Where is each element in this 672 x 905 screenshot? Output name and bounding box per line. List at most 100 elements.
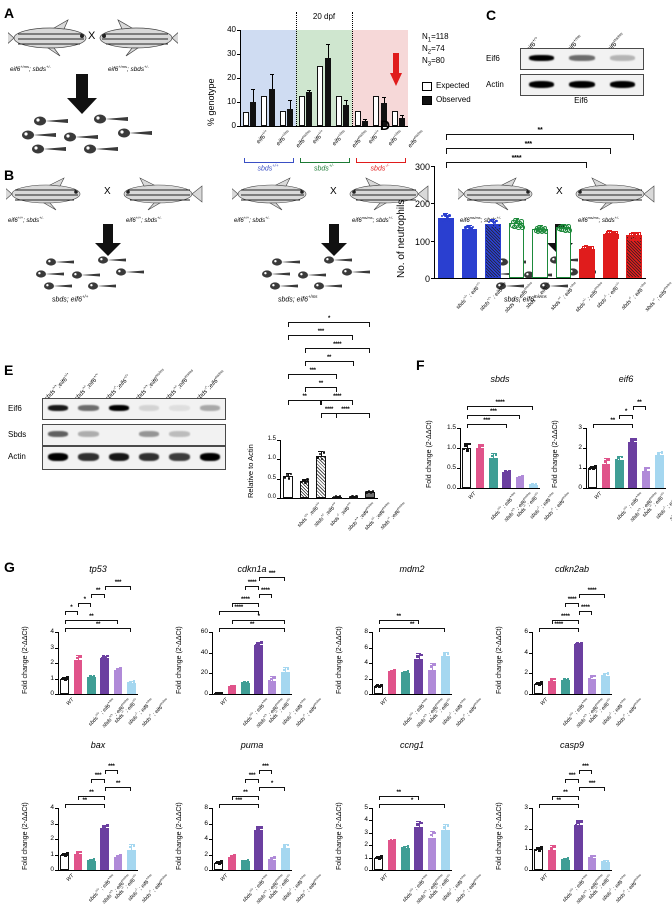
data-point	[415, 827, 418, 830]
data-point	[407, 845, 410, 848]
bar	[628, 442, 637, 488]
x-axis	[434, 278, 646, 279]
y-tick-label: 2	[340, 675, 368, 682]
y-tickmark	[209, 870, 212, 871]
significance-bracket	[65, 628, 132, 632]
x-axis	[58, 694, 138, 695]
significance-label: ****	[305, 342, 370, 348]
bar	[626, 235, 642, 278]
significance-label: ***	[245, 773, 258, 779]
y-axis-label: Fold change (2-ΔΔCt)	[336, 802, 343, 870]
data-point	[220, 860, 223, 863]
x-axis-label: WT	[467, 491, 477, 501]
y-tickmark	[209, 824, 212, 825]
data-point	[104, 657, 107, 660]
data-point	[416, 655, 419, 658]
significance-label: *	[78, 597, 91, 603]
data-point	[476, 448, 479, 451]
data-point	[306, 478, 309, 481]
lane-label-e-4: sbds+/-;eif6ms/ms	[164, 368, 198, 402]
bar-observed	[306, 92, 312, 126]
data-point	[538, 849, 541, 852]
bar	[462, 448, 471, 488]
data-point	[565, 680, 568, 683]
data-point	[247, 859, 250, 862]
red-arrow	[389, 53, 403, 87]
significance-bracket	[259, 770, 272, 774]
y-tickmark	[529, 653, 532, 654]
y-tick-label: 2	[500, 669, 528, 676]
bar	[414, 659, 423, 694]
y-tickmark	[583, 468, 586, 469]
data-point	[272, 860, 275, 863]
legend-label-0: Expected	[436, 81, 469, 90]
error-cap	[270, 74, 274, 75]
bar	[441, 830, 450, 870]
bar	[100, 658, 109, 694]
significance-bracket	[539, 628, 579, 632]
data-point	[548, 850, 551, 853]
significance-bracket	[467, 406, 534, 410]
x-axis	[532, 870, 612, 871]
significance-bracket	[219, 611, 259, 615]
y-tickmark	[431, 166, 434, 167]
y-axis-label: No. of neutrophils	[396, 200, 407, 278]
data-point	[646, 472, 649, 475]
y-tickmark	[55, 694, 58, 695]
bar-expected	[243, 112, 249, 126]
y-axis	[280, 440, 281, 498]
data-point	[615, 459, 618, 462]
significance-bracket	[579, 594, 606, 598]
y-tickmark	[529, 808, 532, 809]
band	[109, 453, 129, 461]
y-tickmark	[529, 673, 532, 674]
y-tickmark	[209, 839, 212, 840]
y-tickmark	[209, 808, 212, 809]
significance-label: ****	[579, 605, 592, 611]
blot-row-label-eif6: Eif6	[8, 404, 22, 413]
bar	[316, 456, 326, 498]
data-point	[466, 449, 469, 452]
band	[169, 453, 189, 461]
bar-expected	[280, 111, 286, 126]
y-tick-label: 0	[26, 690, 54, 697]
larvae-group-a	[22, 114, 172, 160]
bar-expected	[355, 111, 361, 126]
x-axis-label: WT	[593, 491, 603, 501]
significance-bracket	[232, 620, 285, 624]
significance-label: **	[446, 127, 634, 134]
data-point	[133, 844, 136, 847]
error-cap	[344, 100, 348, 101]
data-point	[605, 676, 608, 679]
y-axis	[372, 632, 373, 694]
chart-title: tp53	[58, 564, 138, 574]
data-point	[602, 464, 605, 467]
significance-bracket	[379, 628, 446, 632]
y-axis	[240, 30, 241, 126]
band	[200, 405, 220, 411]
y-tickmark	[55, 839, 58, 840]
data-point	[415, 659, 418, 662]
significance-bracket	[379, 620, 419, 624]
bar	[574, 644, 583, 694]
significance-bracket	[78, 603, 91, 607]
data-point	[480, 449, 483, 452]
y-axis-label: Fold change (2-ΔΔCt)	[496, 802, 503, 870]
bar	[502, 472, 511, 488]
data-point	[127, 850, 130, 853]
bar	[414, 827, 423, 870]
y-tickmark	[55, 808, 58, 809]
x-axis	[280, 498, 378, 499]
x-axis	[212, 694, 292, 695]
y-tick-label: 40	[214, 25, 236, 34]
y-tickmark	[277, 498, 280, 499]
larvae-group	[36, 254, 186, 294]
data-point	[445, 833, 448, 836]
y-tickmark	[55, 824, 58, 825]
significance-bracket	[288, 335, 353, 340]
data-point	[220, 692, 223, 695]
significance-bracket	[579, 611, 592, 615]
y-tick-label: 4	[340, 659, 368, 666]
